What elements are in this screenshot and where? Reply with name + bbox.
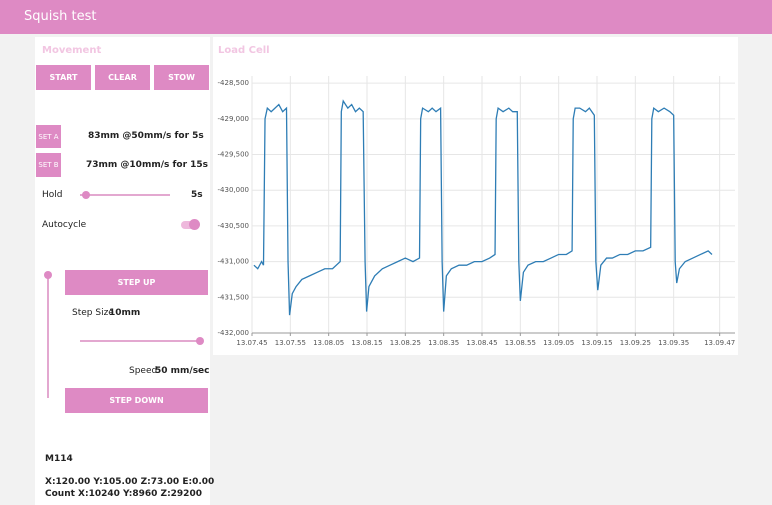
stow-button[interactable]: STOW [154,65,209,90]
x-tick-label: 13.08.05 [313,339,344,347]
chart: -432,000 -431,500 -431,000 -430,500 -430,000… [218,76,735,347]
x-tick-label: 13.09.15 [581,339,612,347]
y-tick-label: -432,000 [218,329,249,337]
y-tick-label: -428,500 [218,79,249,87]
console-line: X:120.00 Y:105.00 Z:73.00 E:0.00 [45,477,215,487]
hold-slider[interactable] [80,194,170,196]
panel-title: Movement [42,45,102,56]
y-tick-label: -430,500 [218,222,249,230]
x-tick-label: 13.07.45 [236,339,267,347]
app-title: Squish test [0,0,772,34]
y-tick-label: -429,000 [218,115,249,123]
data-line [253,99,713,316]
set-a-text: 83mm @50mm/s for 5s [88,131,204,141]
chart-title: Load Cell [218,45,270,56]
hold-label: Hold [42,190,63,200]
x-tick-label: 13.09.47 [704,339,735,347]
x-tick-label: 13.08.45 [466,339,497,347]
step-knob[interactable] [196,337,204,345]
step-size-value: 10mm [109,308,141,318]
console-line: Count X:10240 Y:8960 Z:29200 [45,489,202,499]
y-tick-label: -429,500 [218,151,249,159]
x-tick-label: 13.07.55 [275,339,306,347]
clear-button[interactable]: CLEAR [95,65,150,90]
step-slider[interactable] [80,340,200,342]
y-tick-label: -430,000 [218,186,249,194]
set-a-button[interactable]: SET A [36,125,61,148]
x-tick-label: 13.09.35 [658,339,689,347]
speed-value: 50 mm/sec [155,366,210,376]
z-knob[interactable] [44,271,52,279]
hold-value: 5s [191,190,203,200]
autocycle-label: Autocycle [42,220,87,230]
x-tick-label: 13.09.05 [543,339,574,347]
y-tick-label: -431,000 [218,258,249,266]
x-tick-label: 13.09.25 [620,339,651,347]
x-tick-label: 13.08.35 [428,339,459,347]
step-up-button[interactable]: STEP UP [65,270,208,295]
console-command: M114 [45,454,73,464]
speed-label: Speed [129,366,158,376]
y-tick-label: -431,500 [218,293,249,301]
x-tick-label: 13.08.55 [505,339,536,347]
set-b-button[interactable]: SET B [36,153,61,177]
x-tick-label: 13.08.15 [351,339,382,347]
toggle-knob[interactable] [189,219,200,230]
x-tick-label: 13.08.25 [390,339,421,347]
start-button[interactable]: START [36,65,91,90]
set-b-text: 73mm @10mm/s for 15s [86,160,209,170]
z-slider[interactable] [47,275,49,398]
hold-knob[interactable] [82,191,90,199]
step-down-button[interactable]: STEP DOWN [65,388,208,413]
step-size-label: Step Size [72,308,114,318]
